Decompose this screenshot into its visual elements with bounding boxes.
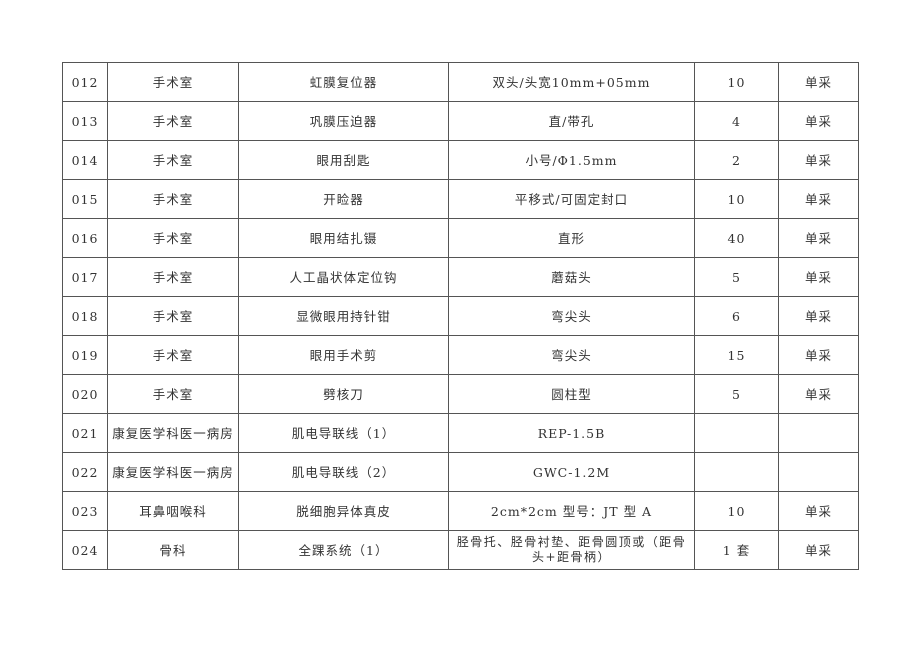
item-number-cell: 014 [62,140,108,180]
item-name-cell: 肌电导联线（1） [238,413,449,453]
item-number-cell: 023 [62,491,108,531]
department-cell: 手术室 [107,218,239,258]
item-name-cell: 人工晶状体定位钩 [238,257,449,297]
department-cell: 手术室 [107,179,239,219]
item-name-cell: 显微眼用持针钳 [238,296,449,336]
item-name-cell: 开睑器 [238,179,449,219]
specification-cell: 平移式/可固定封口 [448,179,695,219]
procurement-method-cell: 单采 [778,62,859,102]
table-body: 012 手术室 虹膜复位器 双头/头宽10mm+05mm 10 单采 013 手术室 巩膜压迫器… [62,62,859,570]
table-row: 019 手术室 眼用手术剪 弯尖头 15 单采 [62,335,859,375]
procurement-method-cell: 单采 [778,530,859,570]
procurement-method-cell: 单采 [778,257,859,297]
item-name-cell: 虹膜复位器 [238,62,449,102]
specification-cell: 弯尖头 [448,335,695,375]
department-cell: 康复医学科医一病房 [107,452,239,492]
table-row: 023 耳鼻咽喉科 脱细胞异体真皮 2cm*2cm 型号：JT 型 A 10 单采 [62,491,859,531]
item-number-cell: 019 [62,335,108,375]
table-row: 015 手术室 开睑器 平移式/可固定封口 10 单采 [62,179,859,219]
table-row: 024 骨科 全踝系统（1） 胫骨托、胫骨衬垫、距骨圆顶或（距骨头+距骨柄） 1 套单采 [62,530,859,570]
quantity-cell: 4 [694,101,779,141]
department-cell: 手术室 [107,101,239,141]
item-name-cell: 脱细胞异体真皮 [238,491,449,531]
table-row: 020 手术室 劈核刀 圆柱型 5 单采 [62,374,859,414]
department-cell: 手术室 [107,374,239,414]
procurement-method-cell [778,413,859,453]
item-number-cell: 012 [62,62,108,102]
item-number-cell: 017 [62,257,108,297]
item-name-cell: 眼用手术剪 [238,335,449,375]
quantity-cell [694,452,779,492]
quantity-cell: 1 套 [694,530,779,570]
item-name-cell: 劈核刀 [238,374,449,414]
department-cell: 手术室 [107,296,239,336]
quantity-cell: 6 [694,296,779,336]
quantity-cell: 5 [694,374,779,414]
department-cell: 骨科 [107,530,239,570]
quantity-cell: 10 [694,62,779,102]
specification-cell: GWC-1.2M [448,452,695,492]
item-number-cell: 016 [62,218,108,258]
procurement-method-cell: 单采 [778,296,859,336]
specification-cell: REP-1.5B [448,413,695,453]
item-name-cell: 巩膜压迫器 [238,101,449,141]
quantity-cell: 2 [694,140,779,180]
quantity-cell [694,413,779,453]
specification-cell: 直/带孔 [448,101,695,141]
item-number-cell: 024 [62,530,108,570]
department-cell: 手术室 [107,140,239,180]
specification-cell: 圆柱型 [448,374,695,414]
item-number-cell: 015 [62,179,108,219]
table-row: 016 手术室 眼用结扎镊 直形 40 单采 [62,218,859,258]
department-cell: 康复医学科医一病房 [107,413,239,453]
item-number-cell: 022 [62,452,108,492]
procurement-method-cell: 单采 [778,374,859,414]
quantity-cell: 5 [694,257,779,297]
procurement-method-cell [778,452,859,492]
quantity-cell: 40 [694,218,779,258]
procurement-method-cell: 单采 [778,335,859,375]
specification-cell: 弯尖头 [448,296,695,336]
specification-cell: 2cm*2cm 型号：JT 型 A [448,491,695,531]
equipment-table: 012 手术室 虹膜复位器 双头/头宽10mm+05mm 10 单采 013 手术室 巩膜压迫器… [62,62,859,570]
department-cell: 手术室 [107,257,239,297]
item-number-cell: 013 [62,101,108,141]
specification-cell: 直形 [448,218,695,258]
item-number-cell: 020 [62,374,108,414]
table-row: 021 康复医学科医一病房 肌电导联线（1） REP-1.5B [62,413,859,453]
item-number-cell: 021 [62,413,108,453]
table-row: 018 手术室 显微眼用持针钳 弯尖头 6 单采 [62,296,859,336]
table-row: 013 手术室 巩膜压迫器 直/带孔 4 单采 [62,101,859,141]
specification-cell: 小号/Φ1.5mm [448,140,695,180]
procurement-method-cell: 单采 [778,101,859,141]
quantity-cell: 10 [694,491,779,531]
specification-cell: 双头/头宽10mm+05mm [448,62,695,102]
specification-cell: 胫骨托、胫骨衬垫、距骨圆顶或（距骨头+距骨柄） [448,530,695,570]
procurement-method-cell: 单采 [778,179,859,219]
department-cell: 耳鼻咽喉科 [107,491,239,531]
table-row: 022 康复医学科医一病房 肌电导联线（2） GWC-1.2M [62,452,859,492]
specification-cell: 蘑菇头 [448,257,695,297]
procurement-method-cell: 单采 [778,491,859,531]
item-name-cell: 眼用刮匙 [238,140,449,180]
department-cell: 手术室 [107,62,239,102]
procurement-method-cell: 单采 [778,140,859,180]
quantity-cell: 15 [694,335,779,375]
quantity-cell: 10 [694,179,779,219]
item-number-cell: 018 [62,296,108,336]
item-name-cell: 眼用结扎镊 [238,218,449,258]
table-row: 017 手术室 人工晶状体定位钩 蘑菇头 5 单采 [62,257,859,297]
table-row: 012 手术室 虹膜复位器 双头/头宽10mm+05mm 10 单采 [62,62,859,102]
procurement-method-cell: 单采 [778,218,859,258]
item-name-cell: 全踝系统（1） [238,530,449,570]
item-name-cell: 肌电导联线（2） [238,452,449,492]
department-cell: 手术室 [107,335,239,375]
table-row: 014 手术室 眼用刮匙 小号/Φ1.5mm 2 单采 [62,140,859,180]
